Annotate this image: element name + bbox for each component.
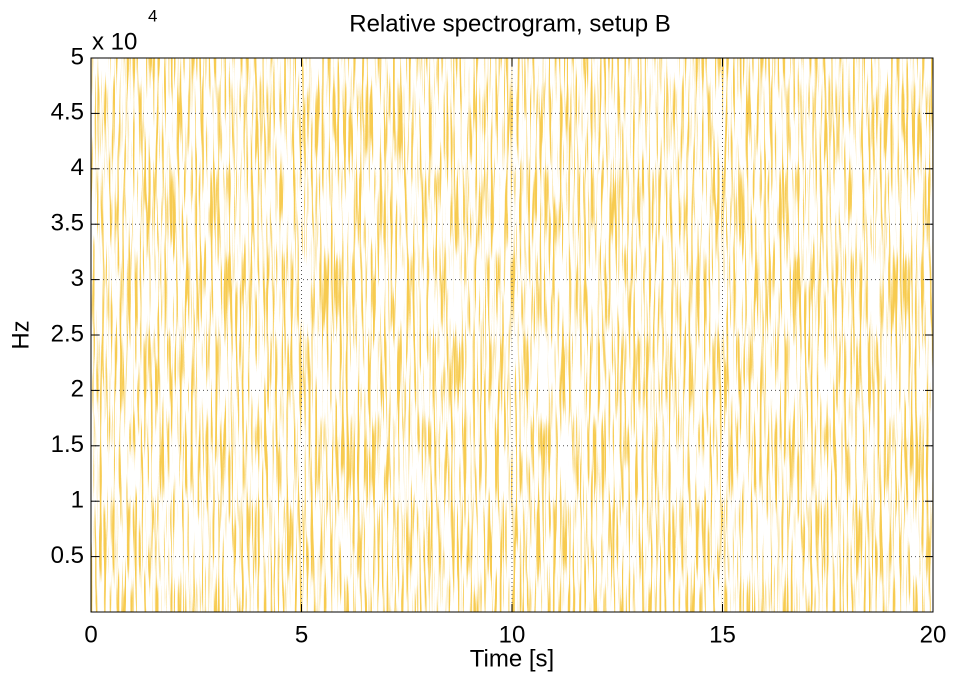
x-tick-label: 10 bbox=[499, 621, 526, 648]
x-axis-label: Time [s] bbox=[470, 645, 554, 672]
x-tick-label: 0 bbox=[84, 621, 97, 648]
y-exponent-base: x 10 bbox=[92, 28, 137, 55]
x-tick-label: 5 bbox=[295, 621, 308, 648]
x-tick-label: 15 bbox=[709, 621, 736, 648]
y-tick-label: 4.5 bbox=[51, 99, 84, 126]
plot-frame bbox=[90, 57, 934, 613]
y-tick-label: 0.5 bbox=[51, 542, 84, 569]
y-tick-label: 3 bbox=[71, 265, 84, 292]
y-tick-label: 2.5 bbox=[51, 320, 84, 347]
y-tick-label: 5 bbox=[71, 43, 84, 70]
y-tick-label: 3.5 bbox=[51, 210, 84, 237]
y-tick-label: 1.5 bbox=[51, 431, 84, 458]
chart-title: Relative spectrogram, setup B bbox=[349, 10, 670, 37]
y-tick-label: 2 bbox=[71, 376, 84, 403]
y-exponent: 4 bbox=[148, 6, 157, 25]
x-tick-label: 20 bbox=[920, 621, 947, 648]
y-tick-label: 1 bbox=[71, 487, 84, 514]
y-tick-label: 4 bbox=[71, 154, 84, 181]
y-axis-label: Hz bbox=[7, 320, 34, 349]
